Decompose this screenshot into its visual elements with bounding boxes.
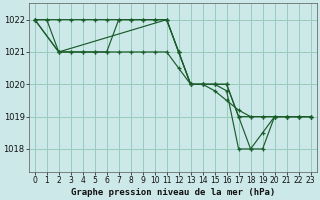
X-axis label: Graphe pression niveau de la mer (hPa): Graphe pression niveau de la mer (hPa) (70, 188, 275, 197)
